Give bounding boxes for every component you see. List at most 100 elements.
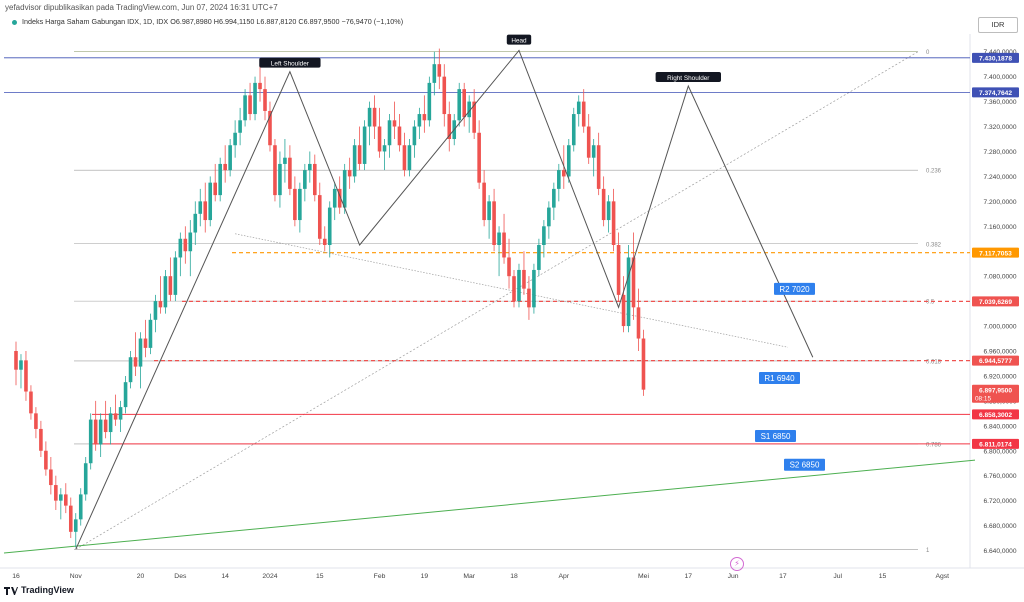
candle <box>457 82 462 127</box>
candle <box>188 220 193 277</box>
candle <box>432 51 437 96</box>
x-tick-label: 17 <box>779 573 787 580</box>
candle <box>24 351 28 401</box>
candle <box>492 188 496 252</box>
candle <box>213 163 217 202</box>
candle-body <box>178 238 183 258</box>
candle <box>586 114 591 164</box>
candle-body <box>238 120 242 133</box>
candle-body <box>24 360 28 392</box>
candle-body <box>562 170 566 177</box>
s2-label: S2 6850 <box>790 461 820 470</box>
candle <box>422 95 427 133</box>
candle <box>298 182 302 233</box>
candle-body <box>243 95 247 121</box>
candle-body <box>64 494 68 506</box>
candle-body <box>39 428 43 451</box>
candle <box>288 145 292 196</box>
candle-body <box>34 413 38 429</box>
candle-body <box>93 419 98 445</box>
candle <box>566 139 571 183</box>
candle-body <box>417 114 422 127</box>
candle-body <box>263 89 267 111</box>
y-tick-label: 6.960,0000 <box>983 349 1016 356</box>
pattern-outline <box>75 49 814 550</box>
candle <box>571 107 576 152</box>
candle <box>308 151 312 183</box>
x-tick-label: 16 <box>12 573 20 580</box>
candle <box>442 64 447 127</box>
x-tick-label: 20 <box>137 573 145 580</box>
candle-body <box>188 232 193 252</box>
candle-body <box>571 114 576 146</box>
candle <box>427 76 432 127</box>
candle <box>123 375 128 414</box>
candle <box>238 107 242 146</box>
candle-body <box>621 294 626 327</box>
candle <box>631 232 636 320</box>
y-tick-label: 6.720,0000 <box>983 498 1016 505</box>
resistance-r2-tag <box>972 296 1019 307</box>
candle-body <box>298 188 302 221</box>
candle <box>83 457 88 501</box>
candle <box>128 351 133 389</box>
y-tick-label: 6.840,0000 <box>983 423 1016 430</box>
x-tick-label: 19 <box>421 573 429 580</box>
y-tick-label: 6.800,0000 <box>983 448 1016 455</box>
candle-body <box>128 357 133 383</box>
candle-body <box>153 301 158 320</box>
candle <box>253 76 257 121</box>
y-tick-label: 7.000,0000 <box>983 324 1016 331</box>
candle-body <box>611 201 616 245</box>
candle-body <box>143 338 148 348</box>
support-s1-tag-label: 6.858,3002 <box>979 412 1012 419</box>
rising-trendline <box>3 459 976 554</box>
candle-body <box>83 463 88 495</box>
candle-body <box>457 89 462 121</box>
candle-body <box>442 76 447 115</box>
candle-body <box>303 170 307 189</box>
candle <box>293 176 297 227</box>
candle-body <box>397 126 402 146</box>
candle-body <box>586 126 591 158</box>
y-tick-label: 7.440,0000 <box>983 49 1016 56</box>
candle-body <box>407 145 412 171</box>
candle-body <box>268 110 272 146</box>
candle <box>477 120 481 189</box>
tradingview-brand[interactable]: TradingView <box>4 585 74 595</box>
candle-body <box>532 269 536 308</box>
fib-level-label: 0 <box>926 50 930 56</box>
candle-body <box>382 145 387 152</box>
candle-body <box>447 114 452 139</box>
candle-body <box>68 505 73 532</box>
y-tick-label: 6.680,0000 <box>983 523 1016 530</box>
candle-body <box>49 469 53 486</box>
s1-label: S1 6850 <box>761 432 791 441</box>
candle-body <box>163 276 168 308</box>
candle-body <box>566 145 571 177</box>
currency-button[interactable]: IDR <box>978 17 1018 33</box>
candle <box>616 232 621 302</box>
candle-body <box>44 450 48 470</box>
candle <box>68 497 73 539</box>
support-s2-tag-label: 6.811,0174 <box>979 441 1012 448</box>
candle <box>113 394 118 426</box>
candle-body <box>576 101 581 115</box>
candle <box>243 89 247 127</box>
r1-label-box <box>759 372 800 385</box>
candle <box>158 276 163 314</box>
candle-body <box>133 357 138 367</box>
candle-body <box>253 82 257 115</box>
candle <box>327 201 332 258</box>
left-shoulder-label: Left Shoulder <box>271 60 310 67</box>
symbol-legend[interactable]: Indeks Harga Saham Gabungan IDX, 1D, IDX… <box>12 17 403 26</box>
candle <box>367 101 372 146</box>
lightning-icon[interactable]: ⚡ <box>730 557 744 571</box>
candle <box>532 263 536 314</box>
candle-body <box>427 82 432 121</box>
candle <box>387 114 392 158</box>
candle-body <box>487 201 491 221</box>
r1-label: R1 6940 <box>764 374 795 383</box>
fib-level-label: 1 <box>926 548 930 554</box>
